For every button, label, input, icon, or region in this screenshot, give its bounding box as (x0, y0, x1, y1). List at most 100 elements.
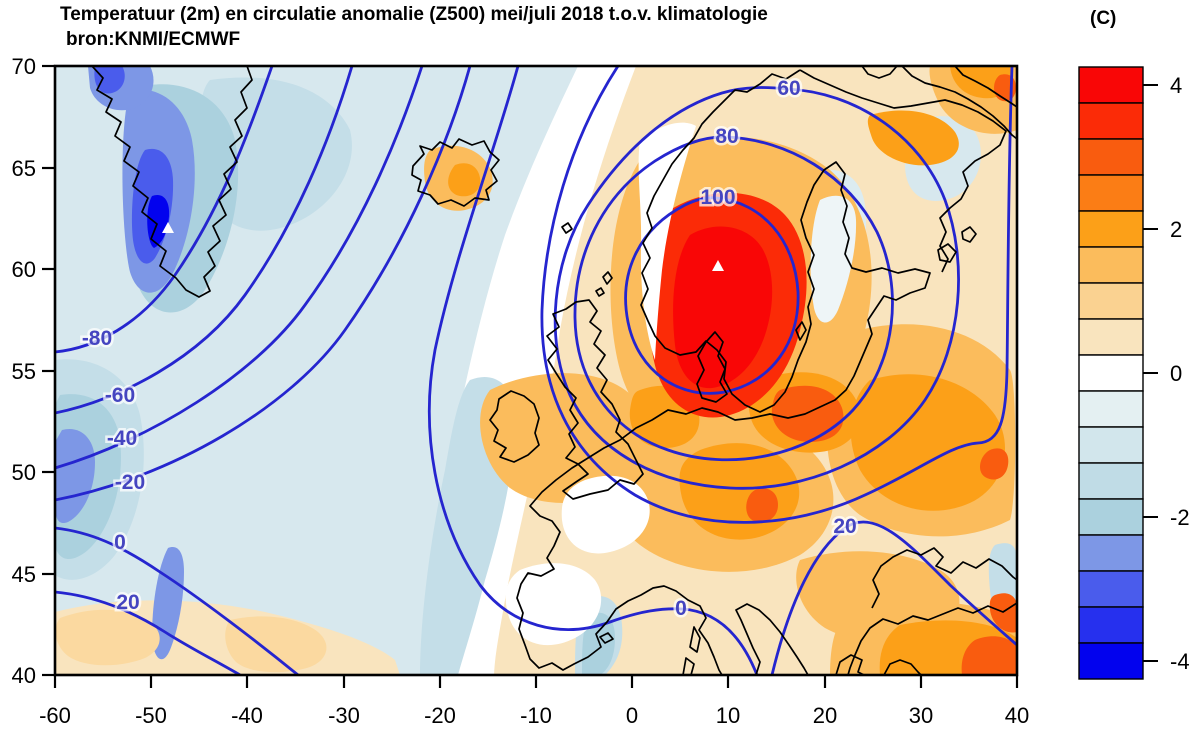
coastline (595, 287, 605, 297)
colorbar-cell (1078, 102, 1144, 140)
coastline (954, 66, 1017, 108)
coastline (847, 602, 1017, 675)
temperature-field-layer (55, 66, 1017, 675)
coastline (599, 632, 614, 644)
coastline (799, 69, 1007, 273)
colorbar-cell (1078, 174, 1144, 212)
coastline (883, 659, 922, 675)
colorbar-tick-label: -4 (1170, 649, 1190, 674)
colorbar-cell (1078, 318, 1144, 356)
contour-line-40 (540, 66, 1014, 524)
contour-label-layer: -80 -60 -40 -20 0 20 0 20 60 80 100 (79, 75, 859, 623)
x-tick-label: 10 (716, 703, 740, 728)
field-region-warm-lo-corner1 (55, 609, 160, 666)
field-region-warm-o-easteurope (850, 374, 1005, 511)
coastline (91, 66, 253, 298)
contour-line--60 (55, 66, 354, 415)
field-region-cold-blue-davis (94, 66, 125, 94)
contour-line-0 (55, 526, 300, 675)
contour-label: -40 (107, 427, 137, 450)
x-tick-label: -50 (135, 703, 167, 728)
coastline (835, 654, 865, 675)
y-tick-label: 45 (12, 562, 36, 587)
z500-contour-layer (55, 66, 1017, 675)
colorbar-cell (1078, 354, 1144, 392)
contour-label: 60 (777, 77, 800, 100)
colorbar-cell (1078, 534, 1144, 572)
cold-min-marker (162, 222, 174, 233)
y-tick-label: 65 (12, 156, 36, 181)
colorbar-cell (1078, 138, 1144, 176)
coastline (937, 243, 957, 263)
contour-line-0 (427, 66, 759, 675)
coastline (546, 299, 644, 500)
field-region-warm-or-crimea (989, 593, 1017, 633)
contour-label: 0 (114, 531, 126, 554)
contour-label: -20 (115, 471, 145, 494)
contour-line--20 (55, 66, 472, 502)
x-tick-label: 40 (1005, 703, 1029, 728)
warm-max-marker (712, 260, 724, 271)
contour-label: 100 (700, 186, 735, 209)
contour-line--40 (55, 66, 424, 470)
field-region-warm-deepred-core (673, 226, 773, 389)
field-region-warm-or-baltic (771, 385, 844, 442)
field-region-white-iberia (505, 563, 602, 646)
contour-line-80 (573, 135, 894, 462)
coastline-layer (91, 66, 1017, 675)
y-tick-label: 70 (12, 54, 36, 79)
y-tick-label: 60 (12, 257, 36, 282)
coastline (602, 271, 613, 285)
colorbar-cell (1078, 390, 1144, 428)
field-region-cold-light2-irminger (199, 77, 352, 231)
coastline (871, 547, 1017, 609)
x-tick-label: -30 (328, 703, 360, 728)
x-tick-label: -60 (39, 703, 71, 728)
colorbar-cell (1078, 210, 1144, 248)
colorbar: 4 2 0 -2 -4 (1078, 66, 1190, 680)
colorbar-cell (1078, 606, 1144, 644)
field-region-warm-or-ceurope (746, 488, 778, 523)
contour-label: 80 (715, 125, 738, 148)
colorbar-tick-label: 4 (1170, 73, 1182, 98)
colorbar-cell (1078, 462, 1144, 500)
contour-label: 0 (675, 597, 687, 620)
contour-line-20 (770, 520, 1017, 675)
colorbar-unit-label: (C) (1090, 8, 1117, 29)
contour-label: 20 (833, 515, 856, 538)
x-tick-label: -20 (424, 703, 456, 728)
colorbar-tick-label: 0 (1170, 361, 1182, 386)
field-region-warm-or-corner (961, 636, 1017, 675)
colorbar-cell (1078, 426, 1144, 464)
coastline (961, 226, 977, 243)
colorbar-cell (1078, 570, 1144, 608)
coastline (689, 626, 701, 653)
colorbar-tick-label: -2 (1170, 505, 1190, 530)
field-region-white-norwegian-sea (638, 122, 696, 360)
y-tick-label: 50 (12, 460, 36, 485)
coastline (682, 657, 695, 675)
chart-title: Temperatuur (2m) en circulatie anomalie … (60, 4, 768, 25)
x-tick-label: 30 (909, 703, 933, 728)
colorbar-tick-label: 2 (1170, 217, 1182, 242)
contour-line-100 (624, 196, 800, 395)
x-tick-label: -40 (231, 703, 263, 728)
chart-source: bron:KNMI/ECMWF (66, 29, 241, 50)
contour-line--80 (55, 66, 274, 354)
coastline (861, 66, 898, 79)
field-region-warm-or-east (979, 448, 1009, 480)
field-region-cold-peri-streak (152, 547, 184, 660)
coastline (489, 390, 540, 463)
field-region-warm-o-iceland (448, 163, 481, 197)
y-tick-label: 55 (12, 359, 36, 384)
field-region-cold-peri-nfld (55, 428, 95, 524)
coastline (411, 138, 500, 207)
contour-label: -80 (82, 327, 112, 350)
coastline (795, 321, 807, 341)
axes-layer: -60 -50 -40 -30 -20 -10 0 10 20 30 40 70 65 60 55 50 45 4… (12, 54, 1030, 728)
x-tick-label: 0 (626, 703, 638, 728)
coastline (696, 331, 728, 403)
y-tick-label: 40 (12, 663, 36, 688)
